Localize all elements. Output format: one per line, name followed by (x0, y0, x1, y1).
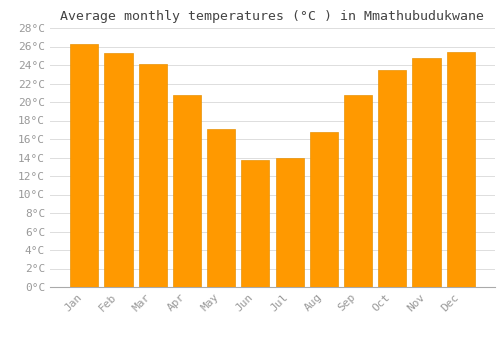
Bar (104, 53, 132, 287)
Bar (276, 158, 303, 287)
Bar (173, 94, 201, 287)
Bar (412, 58, 440, 287)
Bar (70, 44, 98, 287)
Bar (138, 64, 166, 287)
Bar (344, 94, 372, 287)
Bar (446, 52, 475, 287)
Bar (242, 160, 270, 287)
Bar (310, 132, 338, 287)
Bar (207, 129, 235, 287)
Title: Average monthly temperatures (°C ) in Mmathubudukwane: Average monthly temperatures (°C ) in Mm… (60, 10, 484, 23)
Bar (378, 70, 406, 287)
